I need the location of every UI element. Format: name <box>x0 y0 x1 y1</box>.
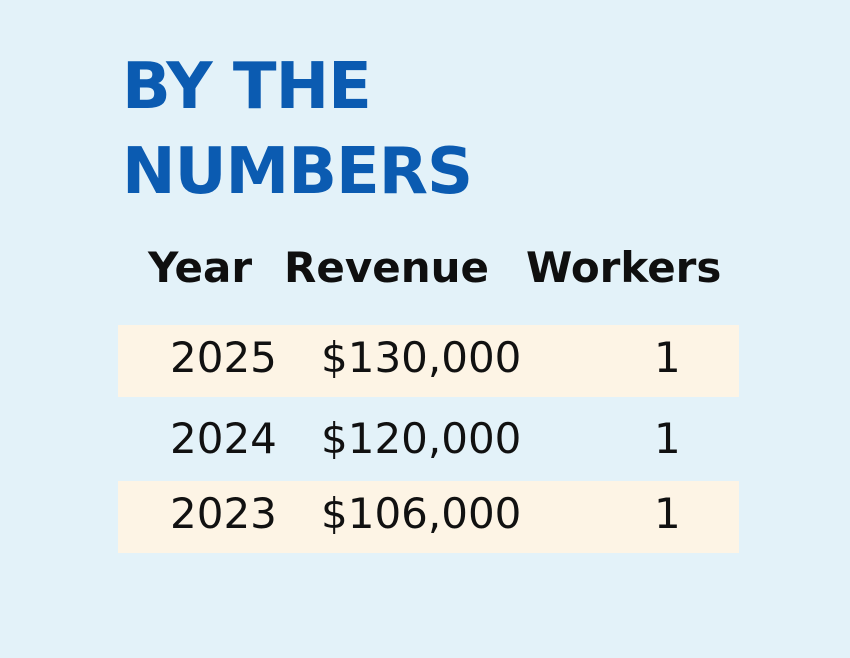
cell-workers: 1 <box>654 333 681 382</box>
table-body: 2025 $130,000 1 2024 $120,000 1 2023 $10… <box>118 325 739 553</box>
column-header-year: Year <box>148 243 253 292</box>
table-row: 2025 $130,000 1 <box>118 325 739 397</box>
table-row: 2024 $120,000 1 <box>118 397 739 481</box>
column-header-revenue: Revenue <box>284 243 489 292</box>
cell-year: 2024 <box>170 414 277 463</box>
page-title-line-2: NUMBERS <box>122 135 473 209</box>
cell-workers: 1 <box>654 414 681 463</box>
cell-revenue: $106,000 <box>321 489 522 538</box>
column-header-workers: Workers <box>526 243 722 292</box>
cell-revenue: $120,000 <box>321 414 522 463</box>
page-title-line-1: BY THE <box>122 50 372 124</box>
cell-year: 2023 <box>170 489 277 538</box>
table-row: 2023 $106,000 1 <box>118 481 739 553</box>
table-header-row: Year Revenue Workers <box>118 240 739 296</box>
cell-year: 2025 <box>170 333 277 382</box>
cell-revenue: $130,000 <box>321 333 522 382</box>
cell-workers: 1 <box>654 489 681 538</box>
